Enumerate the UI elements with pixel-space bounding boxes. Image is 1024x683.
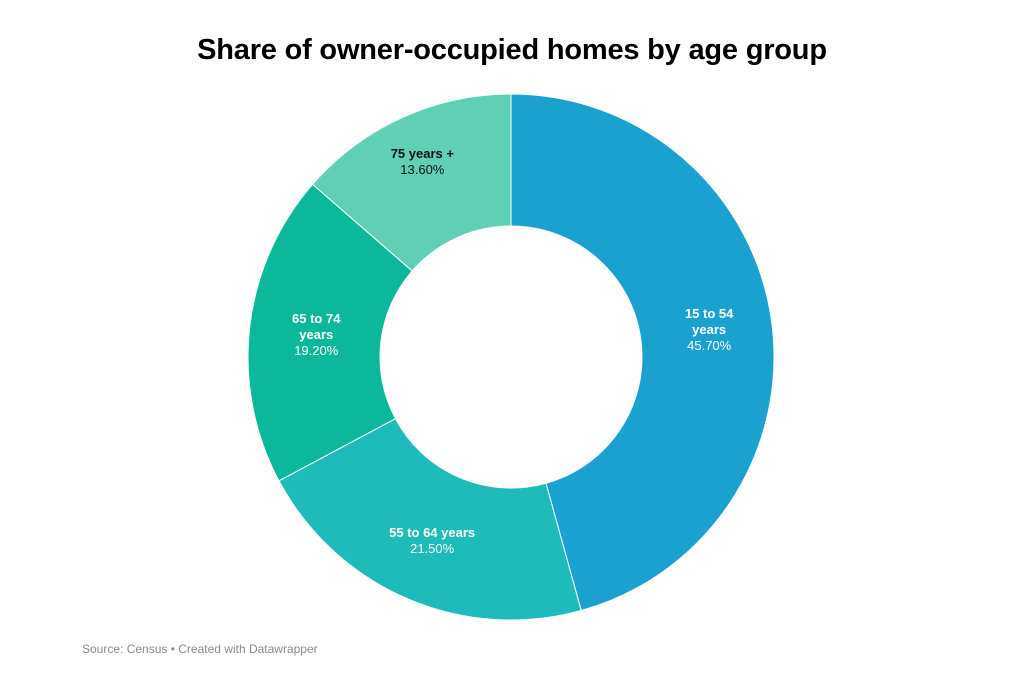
slice-name-line: 65 to 74 bbox=[292, 311, 341, 326]
slice-name-line: 15 to 54 bbox=[685, 306, 734, 321]
donut-slices bbox=[247, 93, 775, 621]
slice-label-15-to-54-years: 15 to 54 years 45.70% bbox=[685, 306, 734, 353]
source-note: Source: Census • Created with Datawrappe… bbox=[82, 642, 318, 656]
slice-55-to-64-years bbox=[278, 417, 582, 621]
slice-value-15-to-54-years: 45.70% bbox=[687, 338, 732, 353]
slice-label-65-to-74-years: 65 to 74 years 19.20% bbox=[292, 311, 341, 358]
slice-name-line: years bbox=[299, 327, 333, 342]
slice-75-years bbox=[311, 93, 512, 272]
slice-label-55-to-64-years: 55 to 64 years 21.50% bbox=[389, 525, 475, 556]
slice-name-line: 75 years + bbox=[391, 146, 455, 161]
slice-value-75-years: 13.60% bbox=[400, 162, 445, 177]
donut-labels: 15 to 54 years 45.70%55 to 64 years 21.50%6… bbox=[292, 146, 734, 556]
slice-label-75-years: 75 years +13.60% bbox=[391, 146, 455, 177]
slice-name-line: years bbox=[692, 322, 726, 337]
slice-value-55-to-64-years: 21.50% bbox=[410, 541, 455, 556]
slice-65-to-74-years bbox=[247, 183, 413, 482]
chart-title: Share of owner-occupied homes by age gro… bbox=[197, 34, 827, 66]
slice-name-line: 55 to 64 years bbox=[389, 525, 475, 540]
slice-15-to-54-years bbox=[510, 93, 775, 612]
slice-value-65-to-74-years: 19.20% bbox=[294, 343, 339, 358]
